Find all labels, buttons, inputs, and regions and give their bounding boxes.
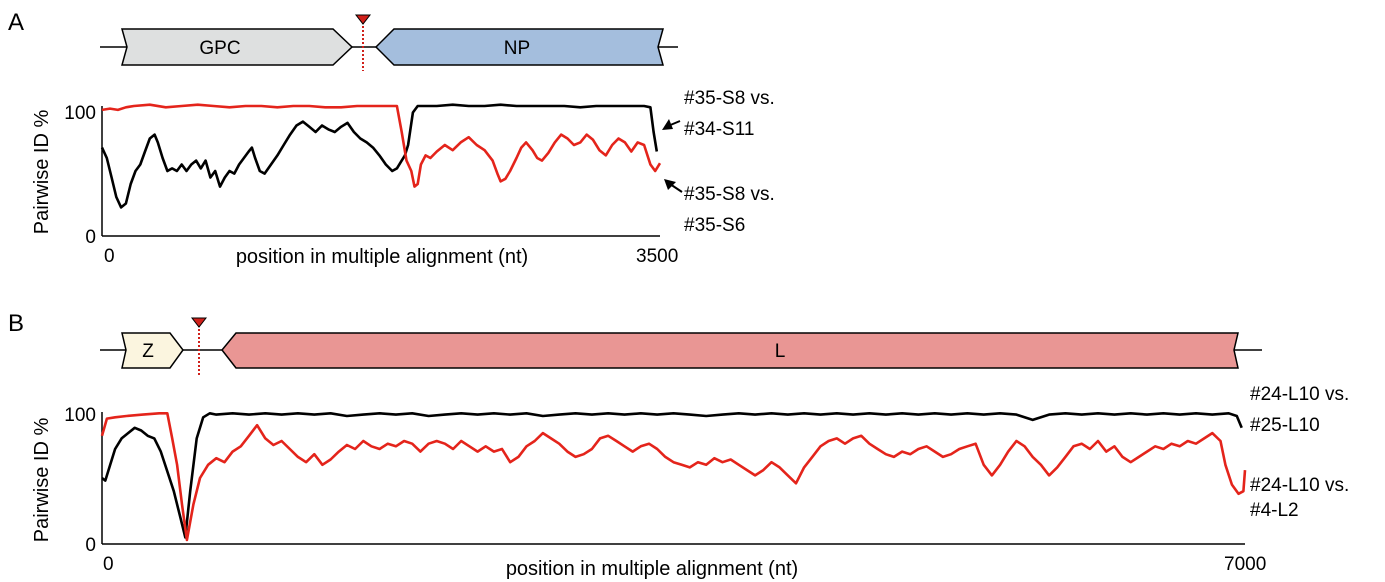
panel-b-anno-black-line1: #24-L10 vs. — [1250, 384, 1349, 405]
panel-b: B Z L 100 0 0 7000 position in multiple … — [8, 310, 1349, 580]
panel-b-x-axis-title: position in multiple alignment (nt) — [506, 558, 798, 580]
panel-a-anno-black-line2: #34-S11 — [684, 119, 754, 140]
panel-b-anno-red-line1: #24-L10 vs. — [1250, 475, 1349, 496]
gene-l-label: L — [775, 341, 786, 362]
panel-a: A GPC NP 100 0 0 3500 position in multip… — [8, 9, 775, 268]
panel-b-plot: 100 0 0 7000 position in multiple alignm… — [31, 405, 1266, 580]
panel-a-anno-red-line1: #35-S8 vs. — [684, 184, 775, 205]
gene-z-arrow — [121, 332, 184, 369]
panel-b-genome-map: Z L — [100, 317, 1262, 375]
panel-a-series-black-line — [100, 103, 659, 209]
gene-gpc-arrow — [121, 28, 354, 66]
panel-a-annotations: #35-S8 vs. #34-S11 #35-S8 vs. #35-S6 — [662, 88, 775, 236]
gene-np-label: NP — [504, 38, 530, 59]
panel-a-igr-marker-icon — [354, 14, 372, 25]
panel-a-anno-black-arrow-icon — [662, 119, 681, 130]
panel-b-x-tick-7000: 7000 — [1224, 554, 1266, 575]
panel-a-x-tick-0: 0 — [104, 246, 115, 267]
panel-b-y-axis-title: Pairwise ID % — [31, 418, 53, 543]
panel-b-series-black-line — [101, 412, 1243, 539]
panel-a-anno-red-line2: #35-S6 — [684, 215, 745, 236]
panel-a-series-red-line — [101, 103, 662, 188]
panel-b-x-tick-0: 0 — [103, 554, 114, 575]
gene-l-arrow — [221, 332, 1239, 369]
panel-b-series-red-line — [100, 412, 1247, 542]
panel-a-letter: A — [8, 9, 24, 36]
panel-b-annotations: #24-L10 vs. #25-L10 #24-L10 vs. #4-L2 — [1250, 384, 1349, 521]
panel-a-y-axis-title: Pairwise ID % — [31, 110, 53, 235]
panel-b-letter: B — [8, 310, 24, 337]
panel-b-y-tick-100: 100 — [64, 405, 96, 426]
panel-a-anno-red-arrow-icon — [664, 179, 683, 193]
panel-b-anno-red-line2: #4-L2 — [1250, 500, 1299, 521]
panel-b-igr-marker-icon — [190, 317, 208, 328]
gene-z-label: Z — [142, 341, 154, 362]
panel-a-plot: 100 0 0 3500 position in multiple alignm… — [31, 103, 678, 268]
panel-a-genome-map: GPC NP — [100, 14, 678, 71]
panel-a-x-tick-3500: 3500 — [636, 246, 678, 267]
panel-a-y-tick-0: 0 — [85, 227, 96, 248]
panel-b-anno-black-line2: #25-L10 — [1250, 415, 1320, 436]
panel-a-y-tick-100: 100 — [64, 103, 96, 124]
panel-a-anno-black-line1: #35-S8 vs. — [684, 88, 775, 109]
gene-np-arrow — [374, 28, 664, 66]
panel-a-x-axis-title: position in multiple alignment (nt) — [236, 246, 528, 268]
gene-gpc-label: GPC — [199, 38, 240, 59]
panel-b-y-tick-0: 0 — [85, 535, 96, 556]
